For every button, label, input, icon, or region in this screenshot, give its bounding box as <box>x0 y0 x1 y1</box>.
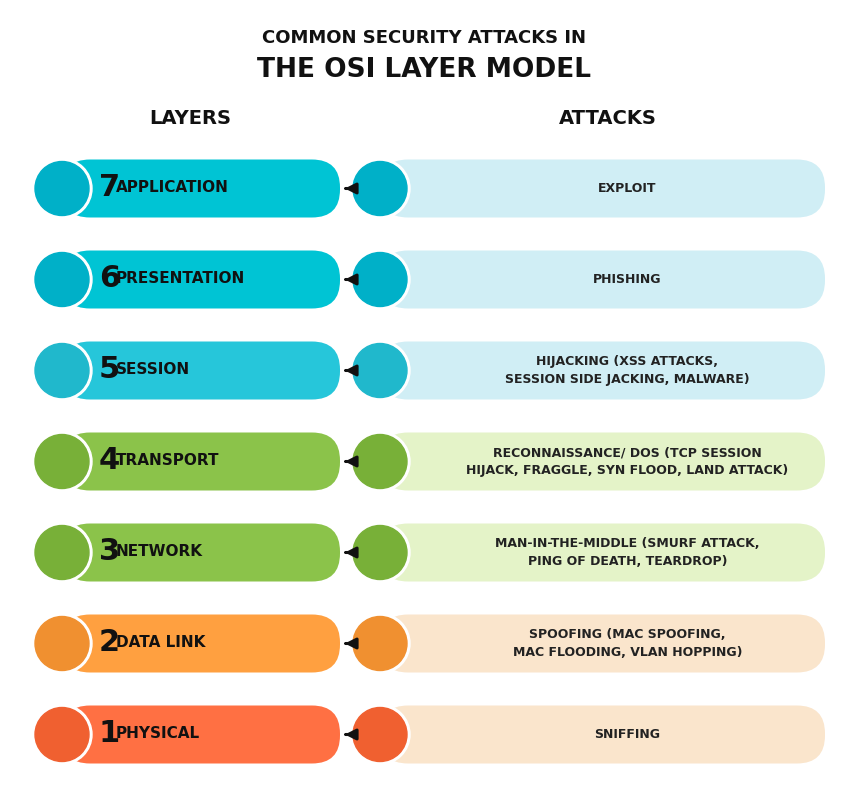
Text: PING OF DEATH, TEARDROP): PING OF DEATH, TEARDROP) <box>528 555 728 568</box>
FancyBboxPatch shape <box>380 160 825 218</box>
Circle shape <box>32 614 92 674</box>
Circle shape <box>353 434 407 488</box>
Text: APPLICATION: APPLICATION <box>116 180 229 195</box>
Circle shape <box>353 617 407 670</box>
Text: HIJACKING (XSS ATTACKS,: HIJACKING (XSS ATTACKS, <box>537 355 718 368</box>
Circle shape <box>350 341 410 401</box>
Circle shape <box>35 252 89 306</box>
Text: 1: 1 <box>99 719 121 748</box>
FancyBboxPatch shape <box>380 251 825 309</box>
FancyBboxPatch shape <box>62 523 340 582</box>
Circle shape <box>35 526 89 579</box>
Text: PHISHING: PHISHING <box>593 273 661 286</box>
Text: 7: 7 <box>99 173 120 202</box>
Text: 5: 5 <box>99 355 121 384</box>
Text: 4: 4 <box>99 446 121 475</box>
Circle shape <box>350 159 410 219</box>
Circle shape <box>32 705 92 764</box>
Text: TRANSPORT: TRANSPORT <box>116 453 220 468</box>
Circle shape <box>350 705 410 764</box>
Text: HIJACK, FRAGGLE, SYN FLOOD, LAND ATTACK): HIJACK, FRAGGLE, SYN FLOOD, LAND ATTACK) <box>466 464 789 477</box>
FancyBboxPatch shape <box>62 433 340 491</box>
Circle shape <box>32 159 92 219</box>
Circle shape <box>35 708 89 761</box>
Circle shape <box>35 617 89 670</box>
Text: 2: 2 <box>99 628 120 657</box>
Circle shape <box>353 343 407 397</box>
FancyBboxPatch shape <box>380 342 825 400</box>
Circle shape <box>32 250 92 310</box>
FancyBboxPatch shape <box>62 342 340 400</box>
Text: LAYERS: LAYERS <box>149 109 231 128</box>
Text: 3: 3 <box>99 537 120 566</box>
Text: MAN-IN-THE-MIDDLE (SMURF ATTACK,: MAN-IN-THE-MIDDLE (SMURF ATTACK, <box>495 537 760 550</box>
Text: RECONNAISSANCE/ DOS (TCP SESSION: RECONNAISSANCE/ DOS (TCP SESSION <box>493 446 762 459</box>
FancyBboxPatch shape <box>62 160 340 218</box>
Text: NETWORK: NETWORK <box>116 544 203 559</box>
Circle shape <box>353 252 407 306</box>
Text: SPOOFING (MAC SPOOFING,: SPOOFING (MAC SPOOFING, <box>529 628 726 641</box>
FancyBboxPatch shape <box>62 705 340 764</box>
Text: ATTACKS: ATTACKS <box>559 109 657 128</box>
Circle shape <box>32 341 92 401</box>
Circle shape <box>35 434 89 488</box>
Circle shape <box>32 432 92 492</box>
Text: SESSION SIDE JACKING, MALWARE): SESSION SIDE JACKING, MALWARE) <box>505 373 750 386</box>
Text: 6: 6 <box>99 264 121 293</box>
Circle shape <box>350 250 410 310</box>
FancyBboxPatch shape <box>380 433 825 491</box>
Circle shape <box>35 161 89 215</box>
Circle shape <box>350 614 410 674</box>
Text: PRESENTATION: PRESENTATION <box>116 271 245 286</box>
Circle shape <box>350 432 410 492</box>
Circle shape <box>353 161 407 215</box>
FancyBboxPatch shape <box>62 614 340 673</box>
Circle shape <box>353 526 407 579</box>
Text: MAC FLOODING, VLAN HOPPING): MAC FLOODING, VLAN HOPPING) <box>513 646 742 659</box>
Circle shape <box>32 523 92 583</box>
FancyBboxPatch shape <box>62 251 340 309</box>
Text: DATA LINK: DATA LINK <box>116 635 205 650</box>
Circle shape <box>350 523 410 583</box>
Circle shape <box>35 343 89 397</box>
Text: PHYSICAL: PHYSICAL <box>116 726 200 741</box>
Text: SNIFFING: SNIFFING <box>594 728 661 741</box>
FancyBboxPatch shape <box>380 523 825 582</box>
FancyBboxPatch shape <box>380 705 825 764</box>
Text: THE OSI LAYER MODEL: THE OSI LAYER MODEL <box>257 57 592 83</box>
FancyBboxPatch shape <box>380 614 825 673</box>
Text: EXPLOIT: EXPLOIT <box>599 182 657 195</box>
Text: SESSION: SESSION <box>116 362 190 377</box>
Circle shape <box>353 708 407 761</box>
Text: COMMON SECURITY ATTACKS IN: COMMON SECURITY ATTACKS IN <box>262 29 587 47</box>
